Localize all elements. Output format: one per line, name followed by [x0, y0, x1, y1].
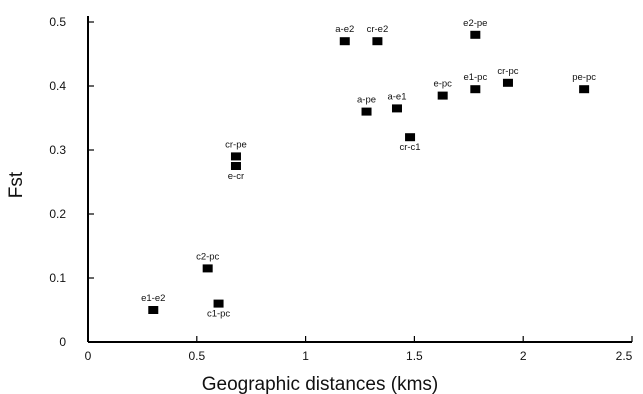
data-point-marker	[148, 306, 159, 314]
x-tick-label: 2.5	[616, 349, 633, 363]
data-point-label: e1-e2	[141, 293, 165, 304]
y-tick-label: 0.4	[49, 79, 66, 93]
data-point-marker	[230, 162, 241, 170]
x-tick-label: 0	[85, 349, 92, 363]
data-point-marker	[405, 133, 416, 142]
data-point-marker	[502, 78, 513, 87]
x-axis-title: Geographic distances (kms)	[202, 374, 439, 394]
data-point-label: e1-pc	[463, 72, 487, 83]
x-tick-label: 0.5	[188, 349, 205, 363]
data-point-label: e-cr	[228, 171, 244, 182]
data-point-label: cr-pe	[225, 139, 247, 150]
data-point-label: a-pe	[357, 95, 376, 106]
y-tick-label: 0.5	[49, 15, 66, 29]
x-ticks: 0 0.5 1 1.5 2 2.5	[85, 336, 633, 363]
data-point-label: e-pc	[433, 79, 452, 90]
data-point-marker	[470, 85, 481, 94]
x-tick-label: 2	[520, 349, 527, 363]
data-point-marker	[230, 152, 241, 161]
data-point-marker	[391, 104, 402, 113]
axes	[87, 16, 632, 343]
y-tick-label: 0.2	[49, 207, 66, 221]
data-point-marker	[372, 37, 383, 46]
x-tick-label: 1.5	[406, 349, 423, 363]
data-point-label: a-e1	[387, 91, 406, 102]
y-tick-label: 0.1	[49, 271, 66, 285]
x-tick-label: 1	[302, 349, 309, 363]
data-point-marker	[361, 107, 372, 116]
data-point-marker	[202, 264, 213, 273]
y-axis-title: Fst	[6, 171, 27, 198]
data-point-label: e2-pe	[463, 18, 487, 29]
data-point-marker	[470, 30, 481, 39]
data-point-marker	[579, 85, 590, 94]
y-tick-label: 0.3	[49, 143, 66, 157]
data-point-label: cr-c1	[399, 142, 420, 153]
data-point-label: c1-pc	[207, 309, 230, 320]
data-point-label: pe-pc	[572, 72, 596, 83]
data-point-label: cr-e2	[367, 24, 389, 35]
data-point-label: cr-pc	[497, 66, 518, 77]
data-point-marker	[213, 299, 224, 308]
y-tick-label: 0	[59, 335, 66, 349]
data-point-marker	[339, 37, 350, 46]
data-point-label: a-e2	[335, 24, 354, 35]
y-ticks: 0 0.1 0.2 0.3 0.4 0.5	[49, 15, 94, 349]
data-point-label: c2-pc	[196, 251, 219, 262]
data-point-marker	[437, 91, 448, 100]
data-points: e1-e2 c2-pc c1-pc cr-pe e-cr a-e2 cr-e2 a-pe a-e…	[141, 18, 596, 320]
